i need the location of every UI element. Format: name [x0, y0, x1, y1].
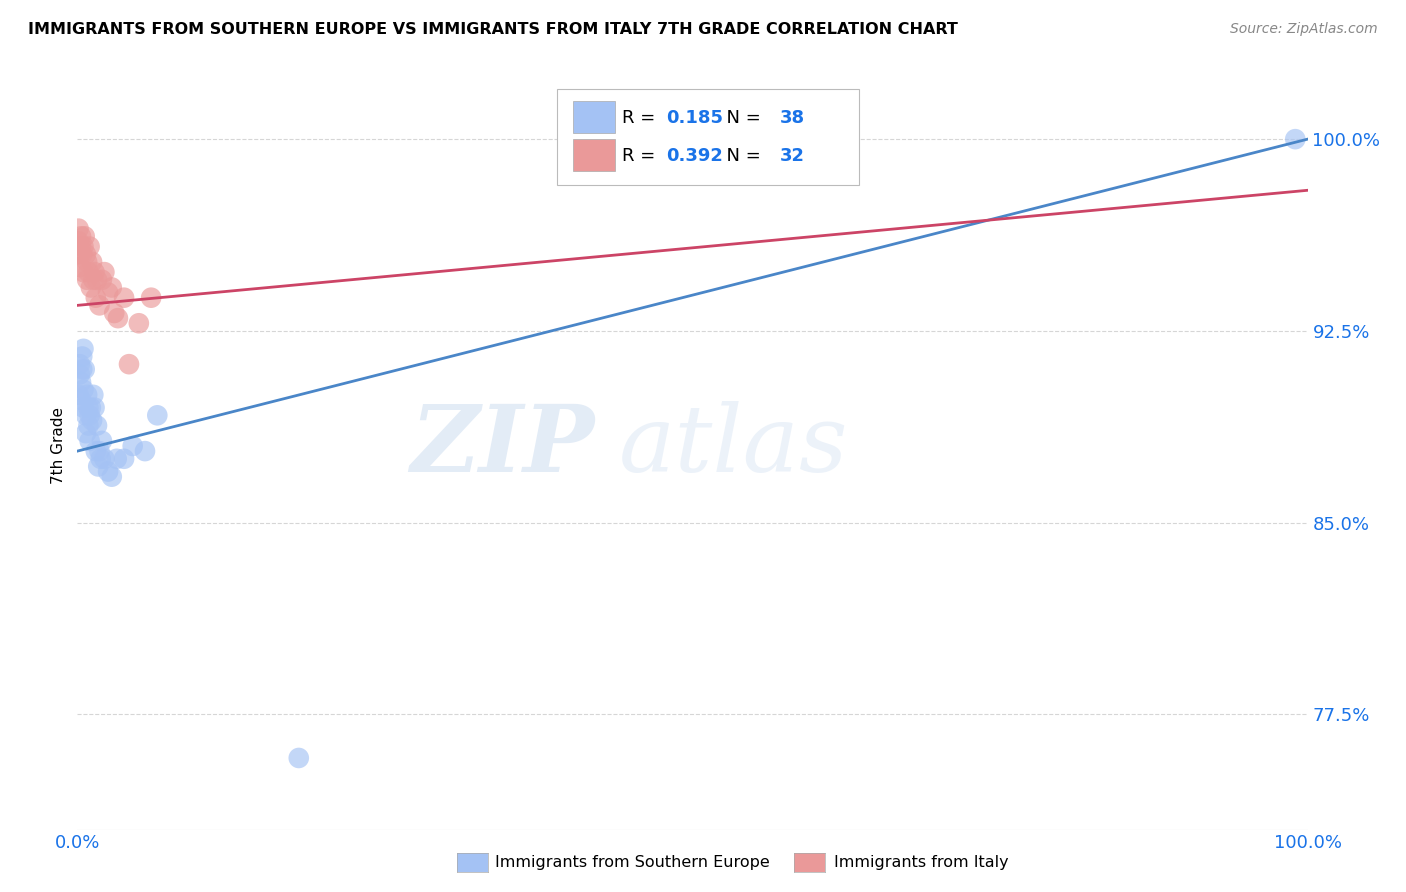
- Point: [70, 392, 93, 407]
- Text: Immigrants from Italy: Immigrants from Italy: [834, 855, 1008, 870]
- Point: [90, 451, 112, 466]
- Point: [75, 426, 97, 441]
- Point: [70, 362, 93, 376]
- Point: [90, 273, 114, 287]
- Point: [82, 273, 104, 287]
- Text: 32: 32: [780, 147, 804, 165]
- Point: [86, 418, 108, 433]
- Point: [103, 306, 125, 320]
- Point: [118, 357, 141, 371]
- Point: [76, 255, 98, 269]
- FancyBboxPatch shape: [574, 101, 614, 133]
- Point: [83, 401, 105, 415]
- Text: R =: R =: [623, 147, 661, 165]
- Text: ZIP: ZIP: [409, 401, 595, 491]
- Point: [141, 291, 163, 305]
- Text: Immigrants from Southern Europe: Immigrants from Southern Europe: [495, 855, 769, 870]
- Point: [82, 388, 104, 402]
- Point: [93, 451, 115, 466]
- Point: [101, 469, 124, 483]
- Point: [77, 265, 100, 279]
- Point: [90, 434, 114, 448]
- Point: [93, 265, 115, 279]
- Text: 38: 38: [780, 109, 804, 127]
- Text: N =: N =: [714, 109, 766, 127]
- Point: [134, 444, 156, 458]
- Point: [76, 273, 98, 287]
- Text: 0.185: 0.185: [666, 109, 724, 127]
- Point: [84, 291, 107, 305]
- Point: [86, 273, 108, 287]
- Y-axis label: 7th Grade: 7th Grade: [51, 408, 66, 484]
- Point: [72, 265, 94, 279]
- Point: [107, 311, 129, 326]
- Point: [146, 409, 169, 423]
- Point: [75, 247, 97, 261]
- Point: [128, 316, 150, 330]
- FancyBboxPatch shape: [557, 89, 859, 186]
- Point: [1284, 132, 1306, 146]
- Point: [79, 409, 101, 423]
- Point: [70, 247, 93, 261]
- Text: Source: ZipAtlas.com: Source: ZipAtlas.com: [1230, 22, 1378, 37]
- Point: [69, 247, 91, 261]
- Point: [67, 221, 90, 235]
- Point: [70, 229, 93, 244]
- Point: [69, 260, 91, 274]
- Point: [105, 451, 128, 466]
- Point: [73, 229, 96, 244]
- Point: [89, 298, 111, 312]
- Point: [97, 465, 120, 479]
- Point: [72, 342, 94, 356]
- Point: [72, 401, 94, 415]
- Point: [112, 451, 135, 466]
- Point: [77, 418, 100, 433]
- Point: [69, 368, 91, 382]
- Point: [97, 285, 120, 300]
- Point: [72, 383, 94, 397]
- Text: N =: N =: [714, 147, 766, 165]
- Point: [288, 751, 311, 765]
- Text: atlas: atlas: [619, 401, 848, 491]
- Point: [67, 235, 90, 249]
- Text: R =: R =: [623, 109, 661, 127]
- Point: [80, 401, 103, 415]
- Point: [72, 239, 94, 253]
- Point: [70, 350, 93, 364]
- Point: [112, 291, 135, 305]
- Point: [70, 375, 93, 389]
- Point: [73, 362, 96, 376]
- Point: [79, 239, 101, 253]
- Point: [89, 444, 111, 458]
- Text: IMMIGRANTS FROM SOUTHERN EUROPE VS IMMIGRANTS FROM ITALY 7TH GRADE CORRELATION C: IMMIGRANTS FROM SOUTHERN EUROPE VS IMMIG…: [28, 22, 957, 37]
- Point: [69, 357, 91, 371]
- FancyBboxPatch shape: [574, 139, 614, 171]
- Point: [77, 401, 100, 415]
- Point: [75, 409, 97, 423]
- Text: 0.392: 0.392: [666, 147, 724, 165]
- Point: [80, 280, 103, 294]
- Point: [83, 265, 105, 279]
- Point: [67, 388, 90, 402]
- Point: [101, 280, 124, 294]
- Point: [79, 434, 101, 448]
- Point: [82, 255, 104, 269]
- Point: [87, 459, 110, 474]
- Point: [70, 239, 93, 253]
- Point: [84, 444, 107, 458]
- Point: [76, 388, 98, 402]
- Point: [121, 439, 143, 453]
- Point: [82, 413, 104, 427]
